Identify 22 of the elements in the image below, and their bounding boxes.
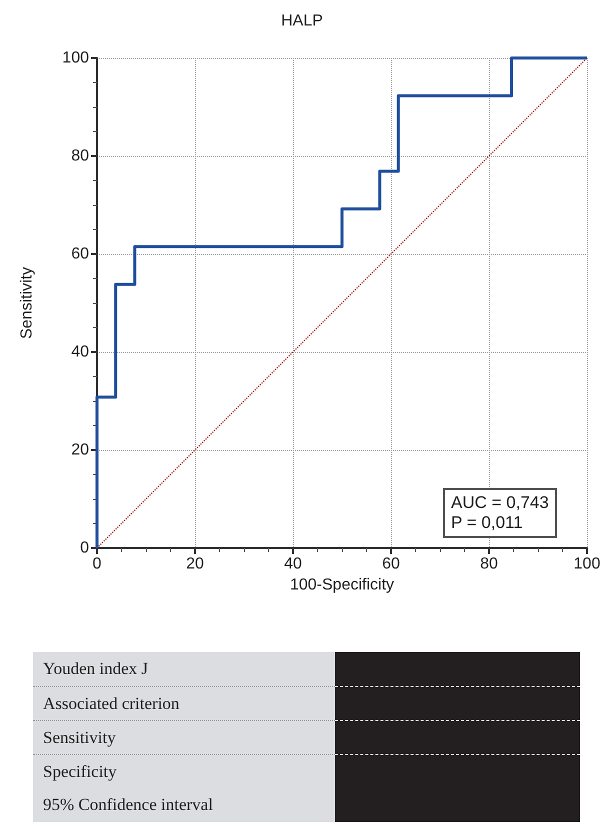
x-tick-label: 20 bbox=[186, 556, 204, 572]
x-axis-title: 100-Specificity bbox=[290, 576, 394, 594]
y-tick-label: 80 bbox=[71, 148, 90, 164]
x-tick-label: 60 bbox=[382, 556, 400, 572]
x-tick-label: 100 bbox=[574, 556, 600, 572]
y-tick-label: 20 bbox=[71, 442, 90, 458]
text: Sensitivity bbox=[33, 720, 335, 754]
text: Associated criterion bbox=[33, 686, 335, 720]
text: Specificity bbox=[33, 754, 335, 788]
x-tick-label: 40 bbox=[284, 556, 302, 572]
text: 95% Confidence interval bbox=[33, 788, 335, 822]
annotation: P = 0,011 bbox=[451, 513, 524, 533]
chart-title: HALP bbox=[281, 12, 323, 30]
y-tick-label: 40 bbox=[71, 344, 90, 360]
annotation: AUC = 0,743 bbox=[451, 493, 549, 513]
x-tick-label: 0 bbox=[92, 556, 102, 572]
x-tick-label: 80 bbox=[480, 556, 498, 572]
y-tick-label: 100 bbox=[62, 50, 90, 66]
y-axis-title: Sensitivity bbox=[18, 266, 36, 340]
y-tick-label: 0 bbox=[80, 540, 90, 556]
y-tick-label: 60 bbox=[71, 246, 90, 262]
text: Youden index J bbox=[33, 652, 335, 686]
